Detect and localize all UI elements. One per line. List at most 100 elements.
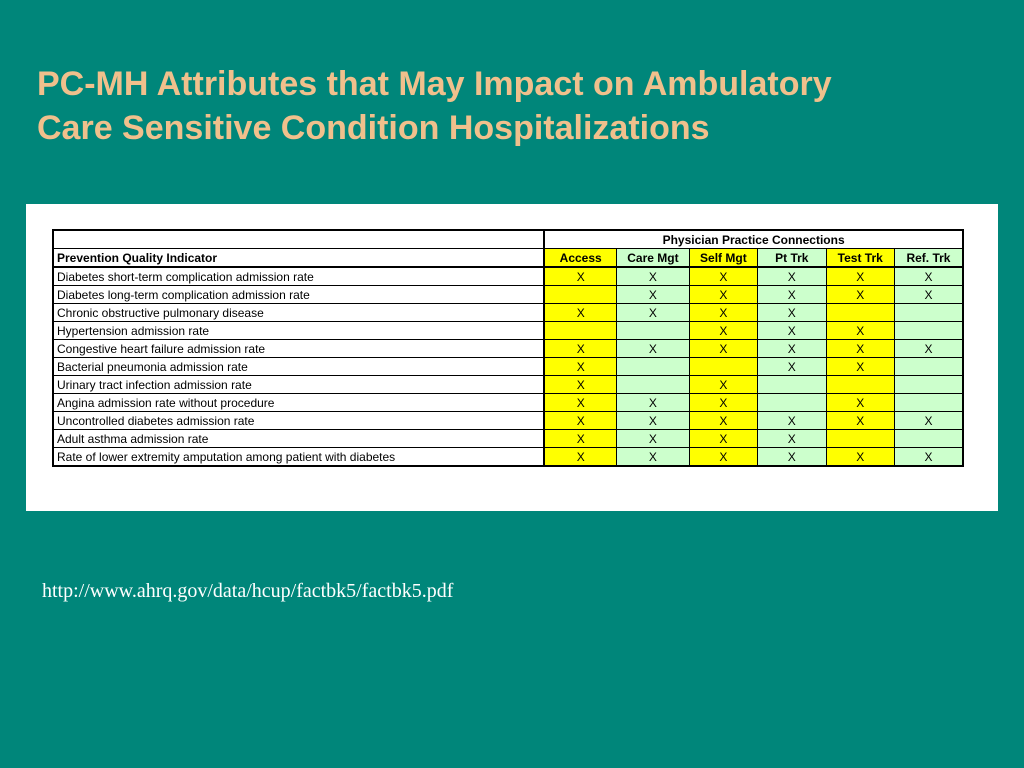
mark-cell: X <box>688 285 759 304</box>
table-row: Congestive heart failure admission rate X… <box>51 339 964 358</box>
mark-cell: X <box>688 447 759 467</box>
column-header: Care Mgt <box>616 248 690 268</box>
mark-cell: X <box>616 393 690 412</box>
mark-cell: X <box>757 321 827 340</box>
indicator-cell: Rate of lower extremity amputation among… <box>51 447 545 467</box>
mark-cell <box>893 321 964 340</box>
mark-cell <box>893 357 964 376</box>
mark-cell: X <box>825 339 895 358</box>
mark-cell: X <box>757 429 827 448</box>
indicator-cell: Diabetes long-term complication admissio… <box>51 285 545 304</box>
table-row: Adult asthma admission rate X X X X <box>51 429 964 448</box>
mark-cell: X <box>825 447 895 467</box>
indicator-cell: Angina admission rate without procedure <box>51 393 545 412</box>
mark-cell <box>825 429 895 448</box>
source-url: http://www.ahrq.gov/data/hcup/factbk5/fa… <box>42 580 454 602</box>
mark-cell: X <box>616 303 690 322</box>
mark-cell: X <box>688 339 759 358</box>
table-panel: Physician Practice Connections Preventio… <box>26 204 998 511</box>
mark-cell: X <box>688 303 759 322</box>
mark-cell <box>757 375 827 394</box>
slide-title: PC-MH Attributes that May Impact on Ambu… <box>37 62 997 150</box>
mark-cell <box>825 303 895 322</box>
mark-cell <box>543 321 618 340</box>
slide-title-line-1: PC-MH Attributes that May Impact on Ambu… <box>37 65 832 103</box>
indicator-cell: Urinary tract infection admission rate <box>51 375 545 394</box>
mark-cell: X <box>688 321 759 340</box>
table-body: Diabetes short-term complication admissi… <box>51 266 964 467</box>
mark-cell: X <box>616 266 690 286</box>
mark-cell <box>616 321 690 340</box>
column-header: Access <box>543 248 618 268</box>
mark-cell: X <box>688 411 759 430</box>
indicator-cell: Hypertension admission rate <box>51 321 545 340</box>
mark-cell: X <box>543 339 618 358</box>
mark-cell: X <box>616 447 690 467</box>
mark-cell <box>893 429 964 448</box>
header-row-columns: Prevention Quality Indicator Access Care … <box>51 248 964 268</box>
mark-cell: X <box>757 339 827 358</box>
mark-cell: X <box>757 266 827 286</box>
mark-cell: X <box>543 303 618 322</box>
indicator-cell: Uncontrolled diabetes admission rate <box>51 411 545 430</box>
mark-cell: X <box>893 285 964 304</box>
column-header: Ref. Trk <box>893 248 964 268</box>
mark-cell <box>757 393 827 412</box>
mark-cell: X <box>543 357 618 376</box>
table-row: Urinary tract infection admission rate X X <box>51 375 964 394</box>
table-row: Bacterial pneumonia admission rate X X X <box>51 357 964 376</box>
indicator-cell: Congestive heart failure admission rate <box>51 339 545 358</box>
mark-cell: X <box>757 285 827 304</box>
mark-cell: X <box>543 266 618 286</box>
mark-cell: X <box>757 411 827 430</box>
mark-cell: X <box>543 375 618 394</box>
mark-cell: X <box>543 411 618 430</box>
table-row: Chronic obstructive pulmonary disease X X X… <box>51 303 964 322</box>
table-row: Angina admission rate without procedure X… <box>51 393 964 412</box>
mark-cell: X <box>688 375 759 394</box>
mark-cell: X <box>893 447 964 467</box>
mark-cell: X <box>688 429 759 448</box>
mark-cell: X <box>893 339 964 358</box>
mark-cell: X <box>893 266 964 286</box>
mark-cell: X <box>825 266 895 286</box>
mark-cell: X <box>616 429 690 448</box>
mark-cell <box>688 357 759 376</box>
mark-cell: X <box>616 285 690 304</box>
mark-cell <box>543 285 618 304</box>
mark-cell: X <box>757 303 827 322</box>
indicator-cell: Bacterial pneumonia admission rate <box>51 357 545 376</box>
column-header: Self Mgt <box>688 248 759 268</box>
mark-cell: X <box>757 447 827 467</box>
mark-cell <box>893 303 964 322</box>
mark-cell: X <box>825 411 895 430</box>
table-row: Diabetes short-term complication admissi… <box>51 266 964 286</box>
table-row: Rate of lower extremity amputation among… <box>51 447 964 467</box>
column-header: Pt Trk <box>757 248 827 268</box>
mark-cell: X <box>757 357 827 376</box>
mark-cell: X <box>825 285 895 304</box>
mark-cell: X <box>616 339 690 358</box>
mark-cell <box>616 357 690 376</box>
mark-cell: X <box>616 411 690 430</box>
mark-cell <box>825 375 895 394</box>
mark-cell: X <box>825 321 895 340</box>
table-row: Uncontrolled diabetes admission rate X X X X… <box>51 411 964 430</box>
mark-cell: X <box>688 266 759 286</box>
indicator-cell: Adult asthma admission rate <box>51 429 545 448</box>
mark-cell: X <box>543 447 618 467</box>
mark-cell: X <box>543 429 618 448</box>
indicator-cell: Chronic obstructive pulmonary disease <box>51 303 545 322</box>
mark-cell <box>893 375 964 394</box>
mark-cell <box>893 393 964 412</box>
header-row-group: Physician Practice Connections <box>51 229 964 249</box>
mark-cell: X <box>543 393 618 412</box>
header-blank-cell <box>51 229 545 249</box>
mark-cell: X <box>825 393 895 412</box>
indicator-column-header: Prevention Quality Indicator <box>51 248 545 268</box>
table-row: Hypertension admission rate X X X <box>51 321 964 340</box>
mark-cell: X <box>893 411 964 430</box>
mark-cell: X <box>688 393 759 412</box>
slide-title-line-2: Care Sensitive Condition Hospitalization… <box>37 109 710 147</box>
